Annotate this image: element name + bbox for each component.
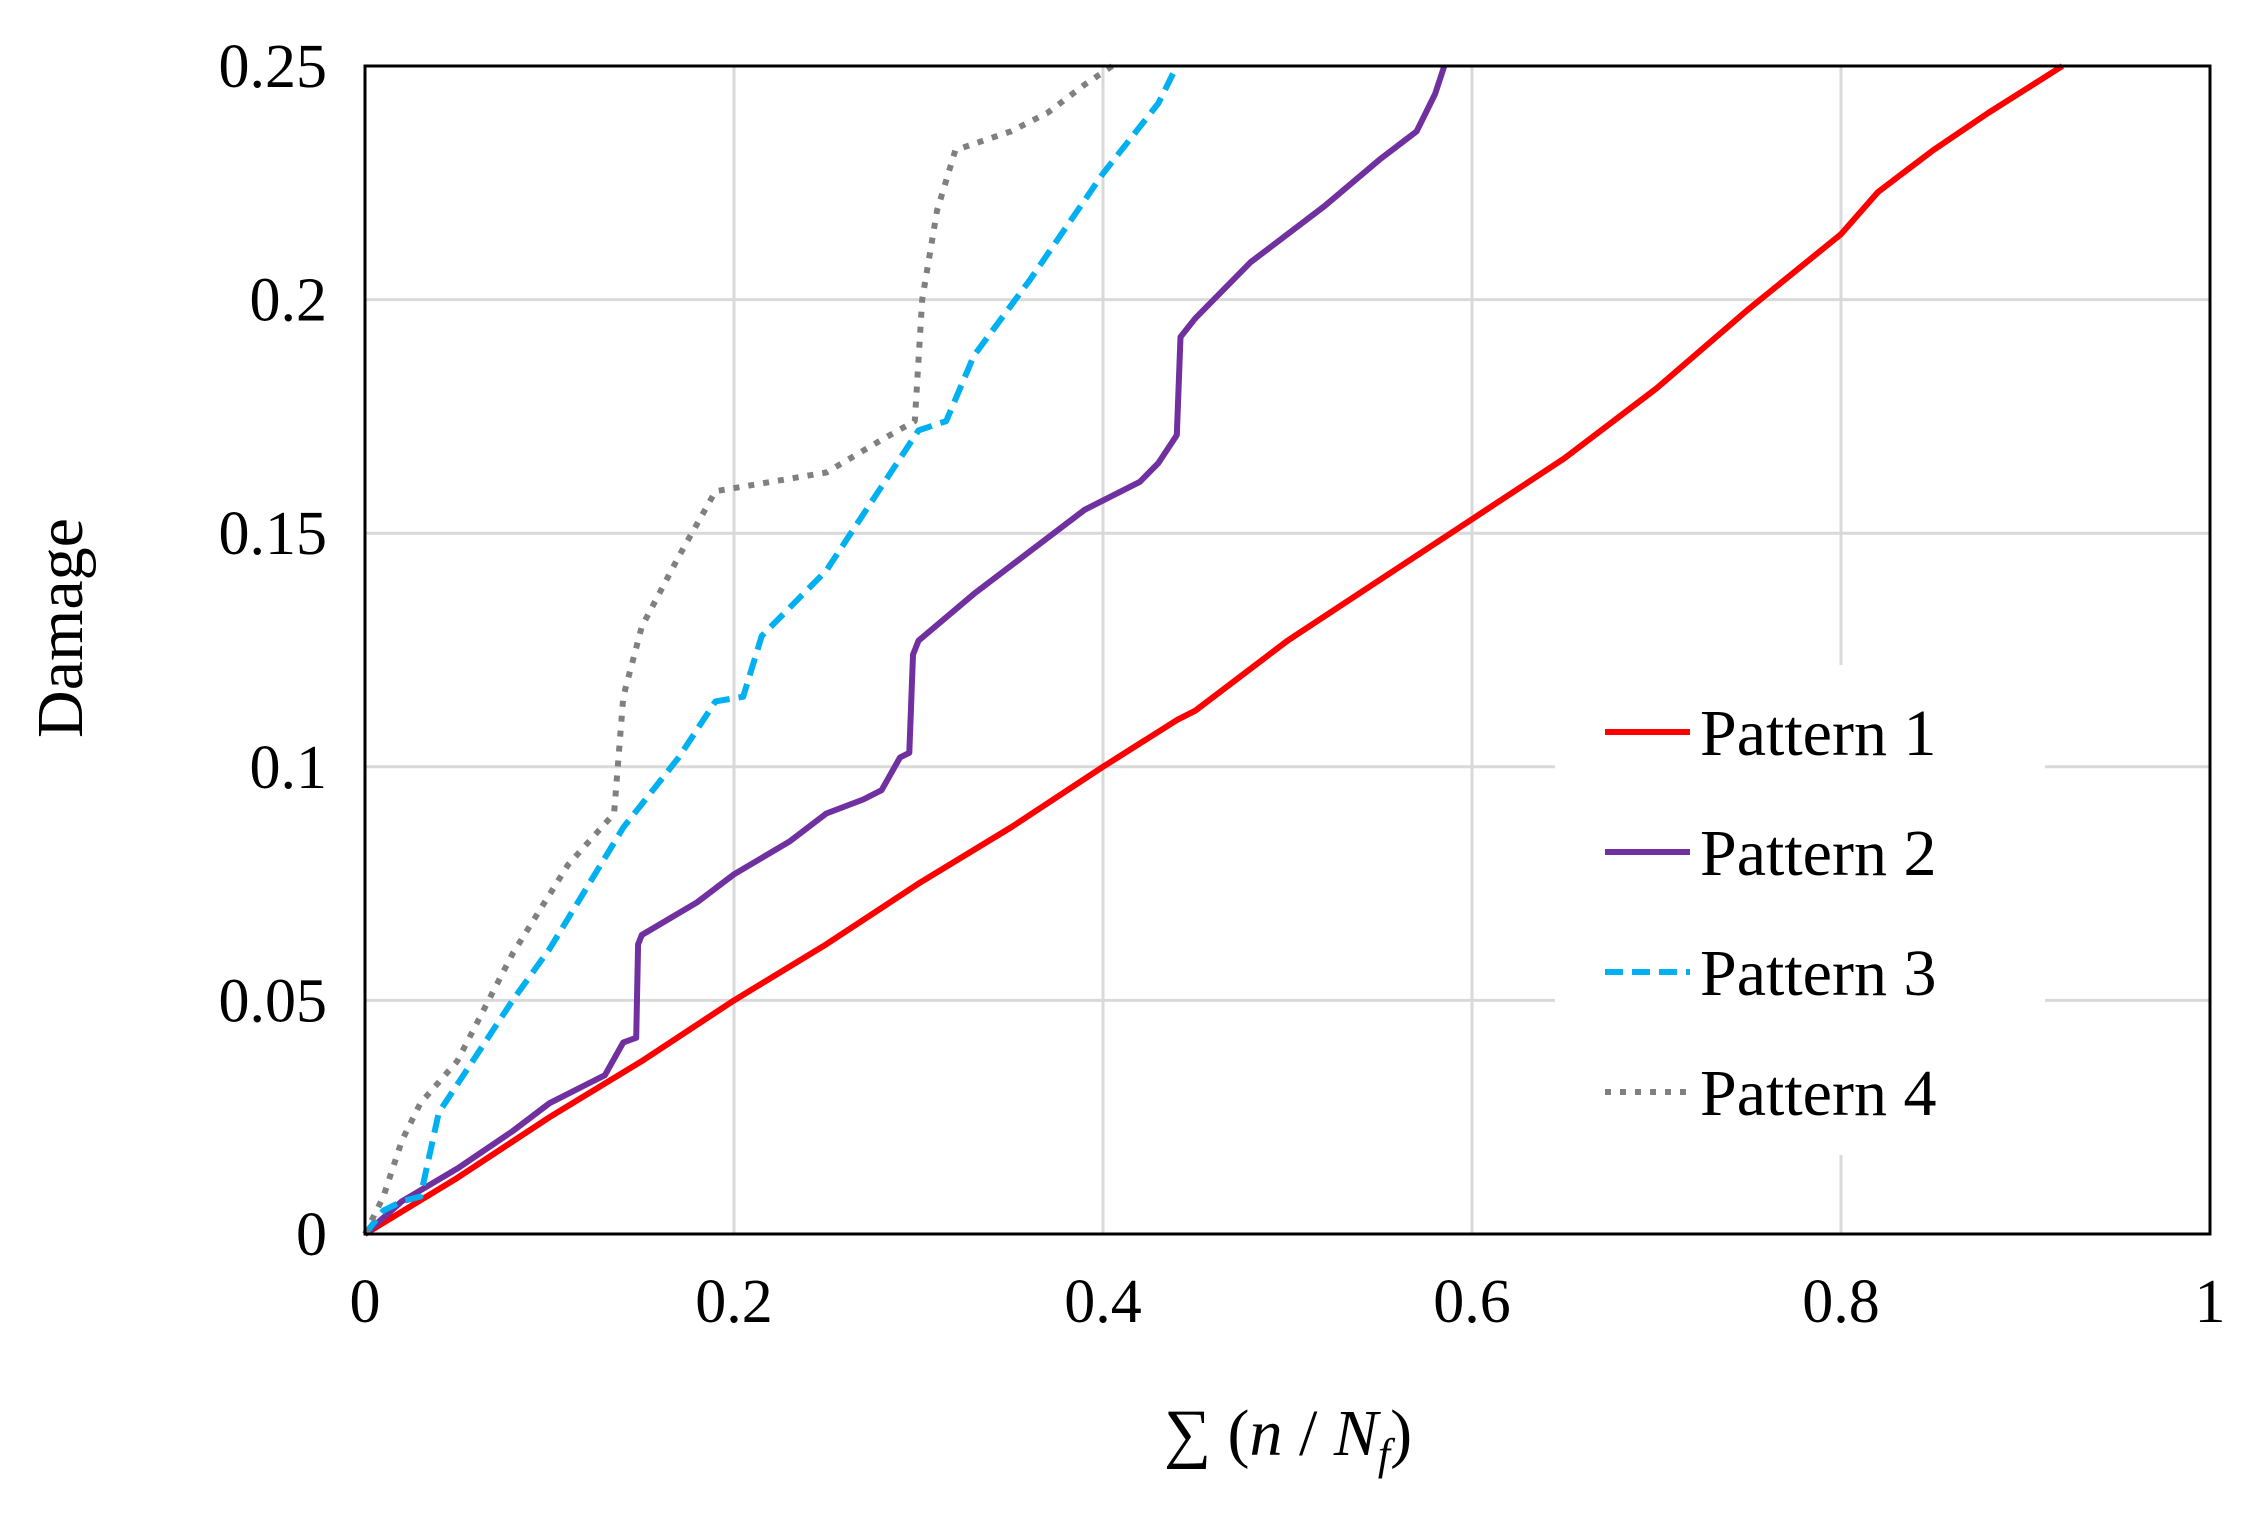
- y-axis-ticks: 0 0.05 0.1 0.15 0.2 0.25: [219, 33, 328, 1269]
- legend-background: [1555, 665, 2045, 1155]
- y-tick-label: 0.2: [250, 267, 328, 335]
- series-line-pattern-3: [362, 64, 1180, 1236]
- series-line-pattern-2: [363, 65, 1448, 1237]
- legend-label-pattern-3: Pattern 3: [1700, 937, 1936, 1010]
- x-axis-ticks: 0 0.2 0.4 0.6 0.8 1: [350, 1268, 2226, 1336]
- series-layer: [362, 63, 2065, 1237]
- x-axis-title-n: n: [1249, 1397, 1282, 1470]
- legend-items: Pattern 1 Pattern 2 Pattern 3 Pattern 4: [1605, 697, 1936, 1130]
- x-axis-title-sep: /: [1282, 1397, 1333, 1470]
- series-line-pattern-1: [363, 63, 2065, 1237]
- y-tick-label: 0.1: [250, 734, 328, 802]
- x-tick-label: 1: [2195, 1268, 2226, 1336]
- x-tick-label: 0.8: [1802, 1268, 1880, 1336]
- x-tick-label: 0.4: [1064, 1268, 1142, 1336]
- x-axis-title-prefix: ∑ (: [1164, 1397, 1250, 1470]
- x-axis-title: ∑ (n / Nf): [1164, 1397, 1412, 1479]
- y-tick-label: 0.25: [219, 33, 328, 101]
- x-tick-label: 0.2: [695, 1268, 773, 1336]
- y-tick-label: 0.05: [219, 967, 328, 1035]
- legend-label-pattern-2: Pattern 2: [1700, 817, 1936, 890]
- x-axis-title-suffix: ): [1390, 1397, 1412, 1470]
- plot-area-border: [363, 64, 2212, 1236]
- series-line-pattern-4: [362, 63, 1114, 1236]
- legend-label-pattern-4: Pattern 4: [1700, 1057, 1936, 1130]
- y-tick-label: 0.15: [219, 500, 328, 568]
- y-tick-label: 0: [296, 1201, 327, 1269]
- x-axis-title-N: N: [1333, 1397, 1382, 1470]
- legend-label-pattern-1: Pattern 1: [1700, 697, 1936, 770]
- x-tick-label: 0: [350, 1268, 381, 1336]
- y-axis-title: Damage: [24, 518, 97, 738]
- x-tick-label: 0.6: [1433, 1268, 1511, 1336]
- legend: Pattern 1 Pattern 2 Pattern 3 Pattern 4: [1555, 665, 2045, 1155]
